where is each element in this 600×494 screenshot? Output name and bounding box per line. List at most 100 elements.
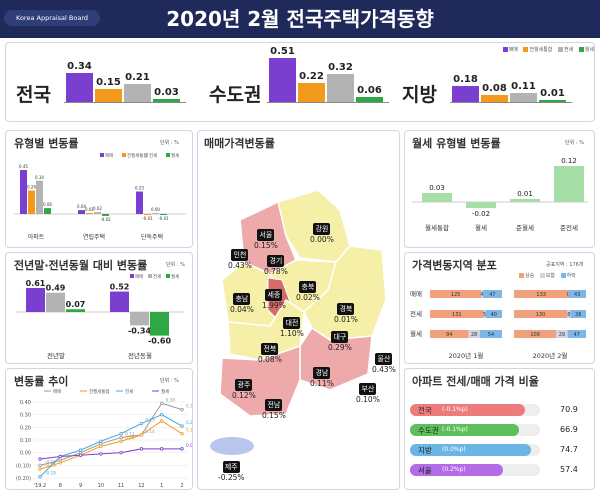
summary-bar xyxy=(66,72,93,102)
summary-bar xyxy=(452,86,479,102)
map-region-label: 전북 0.08% xyxy=(258,336,282,364)
type-value: -0.01 xyxy=(142,216,153,221)
dist-value: 8 xyxy=(567,312,570,318)
summary-value: 0.21 xyxy=(125,71,150,83)
dist-value: 130 xyxy=(536,312,546,318)
ratio-region: 전국 xyxy=(418,406,432,415)
top-summary-panel xyxy=(5,42,595,122)
map-region-label: 강원 0.00% xyxy=(310,216,334,244)
type-change-title: 유형별 변동률 xyxy=(14,137,79,150)
dist-segment xyxy=(483,310,486,318)
dist-segment xyxy=(479,330,502,338)
trend-data-label: -0.19 xyxy=(45,471,56,476)
type-value: -0.01 xyxy=(158,216,169,221)
distribution-title: 가격변동지역 분포 xyxy=(412,259,497,272)
trend-point xyxy=(99,452,103,456)
type-legend-label: 전월세통합 xyxy=(127,152,148,159)
trend-point xyxy=(38,467,42,471)
ratio-fill xyxy=(410,424,519,436)
summary-value: 0.18 xyxy=(453,74,478,86)
yoy-chart: 매매 전세 월세 0.610.490.07 전년말 0.52 -0.34 -0.60 전년동월 xyxy=(16,273,184,360)
map-region-name: 인천 xyxy=(231,249,249,261)
summary-value: 0.51 xyxy=(270,46,295,57)
type-bar xyxy=(136,191,143,214)
summary-baseline xyxy=(64,102,186,103)
monthly-type-chart: 0.03 월세통합 -0.02 월세 0.01 준월세 0.12 준전세 xyxy=(412,157,588,232)
type-bar xyxy=(94,212,101,214)
summary-baseline xyxy=(450,102,572,103)
map-region-value: 0.10% xyxy=(356,395,380,404)
yoy-legend-label: 매매 xyxy=(135,273,143,280)
distribution-legend: 상승 보합 하락 xyxy=(515,272,595,279)
summary-baseline xyxy=(267,102,389,103)
dist-row-label: 매매 xyxy=(410,290,422,298)
trend-point xyxy=(139,421,144,426)
monthly-value: 0.03 xyxy=(429,184,445,192)
dist-segment xyxy=(567,330,586,338)
ratio-change: (0.0%p) xyxy=(442,446,466,453)
ratio-row: 전국 (-0.1%p) 70.9 xyxy=(410,404,590,416)
ratio-fill xyxy=(410,464,504,476)
map-region-name: 전북 xyxy=(261,343,279,355)
summary-bar xyxy=(269,58,296,102)
map-region-name: 경기 xyxy=(267,255,285,267)
trend-line-0 xyxy=(39,402,183,466)
trend-point xyxy=(78,453,83,457)
brand-badge: Korea Appraisal Board xyxy=(4,10,100,26)
ratio-fill xyxy=(410,444,532,456)
summary-value: 0.32 xyxy=(328,62,353,74)
type-legend-label: 전세 xyxy=(149,152,157,159)
trend-point xyxy=(180,431,184,436)
summary-bar xyxy=(153,99,180,102)
yoy-title: 전년말·전년동월 대비 변동률 xyxy=(14,259,148,272)
map-region-name: 강원 xyxy=(313,223,331,235)
yoy-legend-swatch xyxy=(166,274,170,278)
trend-legend-label: 매매 xyxy=(53,388,61,395)
dist-value: 40 xyxy=(491,312,497,318)
map-region-label: 인천 0.43% xyxy=(228,242,252,270)
dist-segment xyxy=(514,330,557,338)
map-region-label: 울산 0.43% xyxy=(372,346,396,374)
trend-point xyxy=(119,439,123,443)
type-legend-label: 월세 xyxy=(171,152,179,159)
yoy-bar xyxy=(26,288,45,312)
map-region-label: 대구 0.29% xyxy=(328,324,352,352)
map-region-name: 경남 xyxy=(313,367,331,379)
dist-value: 131 xyxy=(452,312,462,318)
monthly-type-title: 월세 유형별 변동률 xyxy=(412,137,501,150)
distribution-panel xyxy=(404,252,595,364)
type-value: 0.24 xyxy=(27,185,36,190)
summary-value: 0.03 xyxy=(154,87,179,99)
map-region-value: 0.11% xyxy=(310,379,334,388)
trend-legend-label: 월세 xyxy=(161,388,169,395)
yoy-bar xyxy=(110,291,129,312)
map-region-value: 0.29% xyxy=(328,343,352,352)
map-region-value: 0.78% xyxy=(264,267,288,276)
map-region-value: 0.15% xyxy=(262,411,286,420)
map-region-name: 제주 xyxy=(222,461,240,473)
trend-data-label: 0.39 xyxy=(166,397,176,402)
type-bar xyxy=(160,214,167,215)
type-legend-swatch xyxy=(122,153,126,157)
trend-chart: 매매 전월세통합 전세 월세 0.40 0.30 0.20 0.10 0.00 (0.10) (0.… xyxy=(16,388,192,489)
type-value: 0.01 xyxy=(85,207,94,212)
type-value: 0.45 xyxy=(19,164,28,169)
dist-month-label: 2020년 2월 xyxy=(533,351,568,360)
map-region-jeju-shape xyxy=(210,437,254,455)
summary-value: 0.15 xyxy=(96,77,121,89)
monthly-bar xyxy=(554,166,584,202)
dist-value: 0 xyxy=(567,292,570,298)
trend-point xyxy=(180,424,184,428)
dist-value: 4 xyxy=(480,292,483,298)
map-region-label: 부산 0.10% xyxy=(356,376,380,404)
trend-ytick: 0.00 xyxy=(20,451,31,457)
ratio-row: 서울 (0.2%p) 57.4 xyxy=(410,464,590,476)
ratio-title: 아파트 전세/매매 가격 비율 xyxy=(412,375,539,388)
dist-segment xyxy=(567,310,571,318)
map-region-value: 0.12% xyxy=(232,391,256,400)
trend-data-label: 0.23 xyxy=(145,418,155,423)
trend-point xyxy=(119,435,123,440)
dist-value: 28 xyxy=(471,332,477,338)
ratio-change: (-0.1%p) xyxy=(442,426,468,433)
summary-value: 0.22 xyxy=(299,71,324,83)
